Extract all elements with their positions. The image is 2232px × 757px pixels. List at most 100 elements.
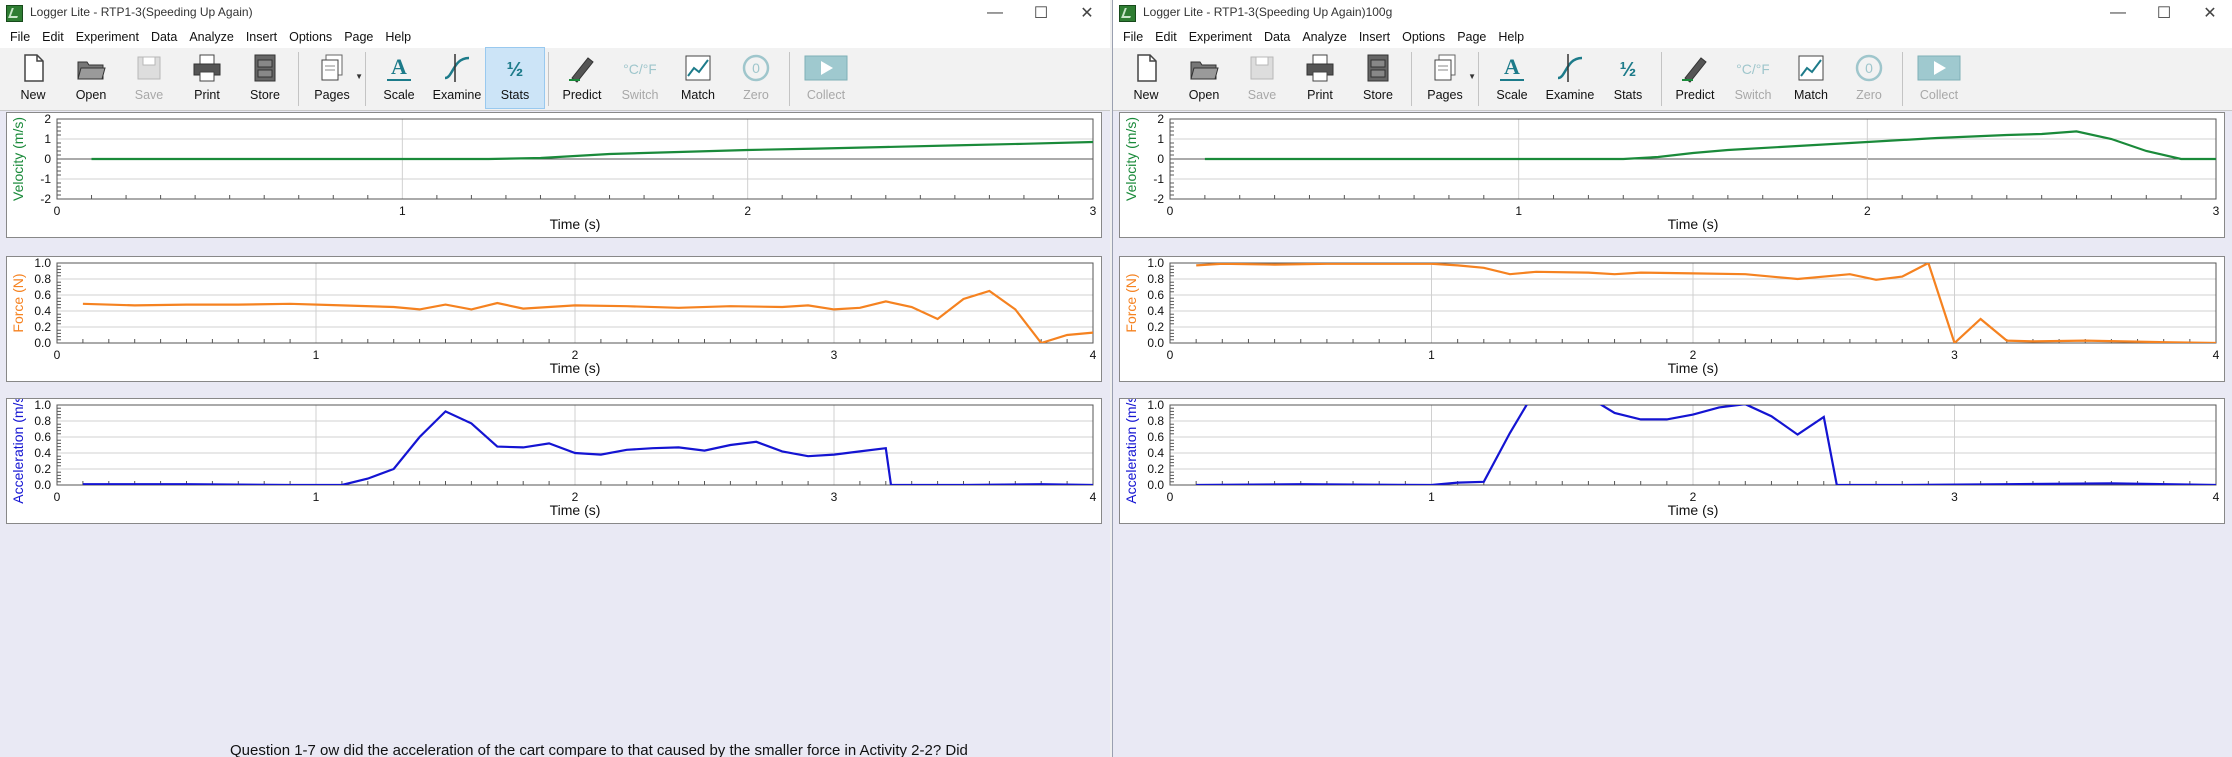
force-graph-svg[interactable]: 0.0 0.2 0.4 0.6 0.8 1.0 0 1 2 3 4 Time (s) Force (N) [7,257,1101,379]
toolbar-label: Save [134,88,164,102]
menu-data[interactable]: Data [150,30,178,44]
minimize-icon[interactable]: — [987,4,1003,21]
x-tick-label: 1 [1428,490,1435,504]
chevron-down-icon[interactable]: ▼ [1468,72,1476,81]
stats-button[interactable]: ½ Stats [1599,48,1657,108]
menu-edit[interactable]: Edit [1155,30,1177,44]
zero-button[interactable]: 0 Zero [1840,48,1898,108]
acceleration-graph[interactable]: 0.0 0.2 0.4 0.6 0.8 1.0 0 1 2 3 4 Time (s) Accelerat… [1119,398,2225,524]
save-button[interactable]: Save [120,48,178,108]
force-series-line[interactable] [1196,263,2216,343]
menu-edit[interactable]: Edit [42,30,64,44]
menu-file[interactable]: File [1123,30,1144,44]
switch-button[interactable]: °C/°F Switch [611,48,669,108]
new-icon [17,52,49,84]
new-button[interactable]: New [4,48,62,108]
examine-button[interactable]: Examine [1541,48,1599,108]
acceleration-graph-svg[interactable]: 0.0 0.2 0.4 0.6 0.8 1.0 0 1 2 3 4 Time (s) Accelerat… [1120,399,2224,521]
maximize-icon[interactable]: ☐ [2156,5,2172,22]
save-button[interactable]: Save [1233,48,1291,108]
zero-button[interactable]: 0 Zero [727,48,785,108]
y-tick-label: 0.4 [1147,304,1164,318]
y-tick-label: 0.6 [1147,288,1164,302]
menu-insert[interactable]: Insert [1358,30,1391,44]
switch-icon: °C/°F [624,52,656,84]
acceleration-series-line[interactable] [82,410,1093,485]
left-window: Logger Lite - RTP1-3(Speeding Up Again) —… [0,0,1110,757]
menu-experiment[interactable]: Experiment [75,30,139,44]
y-tick-label: 0.8 [1147,414,1164,428]
predict-button[interactable]: Predict [1666,48,1724,108]
menu-data[interactable]: Data [1263,30,1291,44]
new-button[interactable]: New [1117,48,1175,108]
minimize-icon[interactable]: — [2110,4,2126,21]
svg-text:°C/°F: °C/°F [1737,61,1769,77]
store-button[interactable]: Store [236,48,294,108]
store-button[interactable]: Store [1349,48,1407,108]
velocity-graph[interactable]: -2 -1 0 1 2 0 1 2 3 Time (s) Velocity (m/s) [6,112,1102,238]
scale-button[interactable]: A Scale [370,48,428,108]
menu-help[interactable]: Help [385,30,412,44]
acceleration-series-line[interactable] [1196,399,2216,485]
print-button[interactable]: Print [178,48,236,108]
menu-experiment[interactable]: Experiment [1188,30,1252,44]
menu-analyze[interactable]: Analyze [1302,30,1347,44]
menu-insert[interactable]: Insert [245,30,278,44]
title-bar[interactable]: Logger Lite - RTP1-3(Speeding Up Again)1… [1113,0,2232,26]
examine-icon [1554,52,1586,84]
background-document-text: Question 1-7 ow did the acceleration of … [230,742,968,757]
x-axis-label: Time (s) [1668,360,1719,376]
switch-button[interactable]: °C/°F Switch [1724,48,1782,108]
switch-icon: °C/°F [1737,52,1769,84]
collect-button[interactable]: Collect [1907,48,1971,108]
chevron-down-icon[interactable]: ▼ [355,72,363,81]
force-series-line[interactable] [82,289,1093,343]
title-bar[interactable]: Logger Lite - RTP1-3(Speeding Up Again) —… [0,0,1110,26]
y-tick-label: -1 [40,172,51,186]
match-icon [682,52,714,84]
pages-button[interactable]: Pages ▼ [303,48,363,108]
x-axis-label: Time (s) [550,216,601,232]
collect-button[interactable]: Collect [794,48,858,108]
close-icon[interactable]: ✕ [1080,5,1094,22]
window-controls: — ☐ ✕ [2095,0,2232,26]
window-title: Logger Lite - RTP1-3(Speeding Up Again) [30,5,253,19]
velocity-graph[interactable]: -2 -1 0 1 2 0 1 2 3 Time (s) Velocity (m/s) [1119,112,2225,238]
predict-button[interactable]: Predict [553,48,611,108]
y-tick-label: 0.6 [34,430,51,444]
window-title: Logger Lite - RTP1-3(Speeding Up Again)1… [1143,5,1393,19]
print-button[interactable]: Print [1291,48,1349,108]
x-tick-label: 2 [572,348,579,362]
toolbar-label: Switch [1734,88,1772,102]
force-graph-svg[interactable]: 0.0 0.2 0.4 0.6 0.8 1.0 0 1 2 3 4 Time (s) Force (N) [1120,257,2224,379]
maximize-icon[interactable]: ☐ [1033,5,1049,22]
menu-options[interactable]: Options [289,30,333,44]
force-graph[interactable]: 0.0 0.2 0.4 0.6 0.8 1.0 0 1 2 3 4 Time (s) Force (N) [6,256,1102,382]
match-button[interactable]: Match [1782,48,1840,108]
velocity-series-line[interactable] [91,140,1094,161]
force-graph[interactable]: 0.0 0.2 0.4 0.6 0.8 1.0 0 1 2 3 4 Time (s) Force (N) [1119,256,2225,382]
open-button[interactable]: Open [62,48,120,108]
menu-file[interactable]: File [10,30,31,44]
toolbar-label: Collect [1919,88,1959,102]
open-button[interactable]: Open [1175,48,1233,108]
stats-button[interactable]: ½ Stats [485,47,545,109]
toolbar-label: Scale [383,88,415,102]
close-icon[interactable]: ✕ [2203,5,2217,22]
y-tick-label: 2 [1157,113,1164,126]
velocity-graph-svg[interactable]: -2 -1 0 1 2 0 1 2 3 Time (s) Velocity (m/s) [1120,113,2224,235]
menu-page[interactable]: Page [1457,30,1487,44]
examine-button[interactable]: Examine [428,48,486,108]
menu-analyze[interactable]: Analyze [189,30,234,44]
menu-help[interactable]: Help [1498,30,1525,44]
y-tick-label: 0.8 [1147,272,1164,286]
scale-button[interactable]: A Scale [1483,48,1541,108]
velocity-series-line[interactable] [1204,130,2216,161]
menu-page[interactable]: Page [344,30,374,44]
pages-button[interactable]: Pages ▼ [1416,48,1476,108]
velocity-graph-svg[interactable]: -2 -1 0 1 2 0 1 2 3 Time (s) Velocity (m/s) [7,113,1101,235]
match-button[interactable]: Match [669,48,727,108]
acceleration-graph-svg[interactable]: 0.0 0.2 0.4 0.6 0.8 1.0 0 1 2 3 4 Time (s) Accelerat… [7,399,1101,521]
acceleration-graph[interactable]: 0.0 0.2 0.4 0.6 0.8 1.0 0 1 2 3 4 Time (s) Accelerat… [6,398,1102,524]
menu-options[interactable]: Options [1402,30,1446,44]
